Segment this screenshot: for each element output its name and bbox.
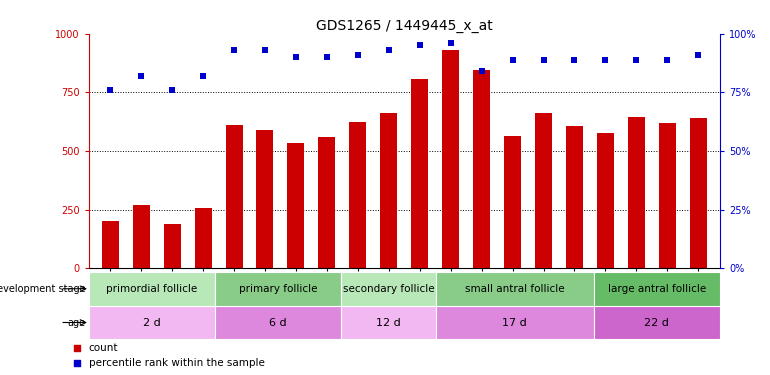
Text: primary follicle: primary follicle — [239, 284, 317, 294]
Bar — [535, 113, 552, 268]
Bar — [473, 70, 490, 268]
Bar — [195, 209, 212, 268]
Point — [630, 57, 642, 63]
Bar — [690, 118, 707, 268]
Bar — [215, 272, 341, 306]
Bar — [659, 123, 676, 268]
Bar — [89, 306, 215, 339]
Text: large antral follicle: large antral follicle — [608, 284, 706, 294]
Bar — [287, 143, 304, 268]
Point — [71, 345, 83, 351]
Bar — [411, 80, 428, 268]
Bar — [504, 136, 521, 268]
Point — [197, 73, 209, 79]
Bar — [89, 272, 215, 306]
Point — [228, 47, 240, 53]
Point — [661, 57, 674, 63]
Bar — [341, 272, 436, 306]
Bar — [256, 130, 273, 268]
Bar — [102, 221, 119, 268]
Bar — [594, 272, 720, 306]
Point — [383, 47, 395, 53]
Bar — [215, 306, 341, 339]
Bar — [597, 134, 614, 268]
Text: 17 d: 17 d — [502, 318, 527, 327]
Bar — [594, 306, 720, 339]
Point — [71, 360, 83, 366]
Title: GDS1265 / 1449445_x_at: GDS1265 / 1449445_x_at — [316, 19, 493, 33]
Bar — [442, 50, 459, 268]
Point — [537, 57, 550, 63]
Point — [166, 87, 179, 93]
Text: 22 d: 22 d — [644, 318, 669, 327]
Text: development stage: development stage — [0, 284, 85, 294]
Bar — [380, 113, 397, 268]
Text: 6 d: 6 d — [270, 318, 286, 327]
Point — [475, 68, 487, 74]
Text: 12 d: 12 d — [376, 318, 401, 327]
Bar — [132, 205, 149, 268]
Text: small antral follicle: small antral follicle — [465, 284, 564, 294]
Bar — [436, 306, 594, 339]
Bar — [350, 122, 367, 268]
Point — [692, 52, 705, 58]
Bar — [566, 126, 583, 268]
Point — [507, 57, 519, 63]
Text: age: age — [67, 318, 85, 327]
Point — [259, 47, 271, 53]
Text: secondary follicle: secondary follicle — [343, 284, 434, 294]
Point — [104, 87, 116, 93]
Text: primordial follicle: primordial follicle — [106, 284, 197, 294]
Point — [352, 52, 364, 58]
Text: count: count — [89, 343, 118, 353]
Point — [444, 40, 457, 46]
Point — [413, 42, 426, 48]
Bar — [436, 272, 594, 306]
Bar — [628, 117, 645, 268]
Text: percentile rank within the sample: percentile rank within the sample — [89, 358, 264, 368]
Point — [321, 54, 333, 60]
Bar — [226, 125, 243, 268]
Bar — [163, 224, 181, 268]
Bar — [318, 137, 336, 268]
Point — [599, 57, 611, 63]
Point — [135, 73, 147, 79]
Text: 2 d: 2 d — [142, 318, 161, 327]
Bar — [341, 306, 436, 339]
Point — [568, 57, 581, 63]
Point — [290, 54, 302, 60]
